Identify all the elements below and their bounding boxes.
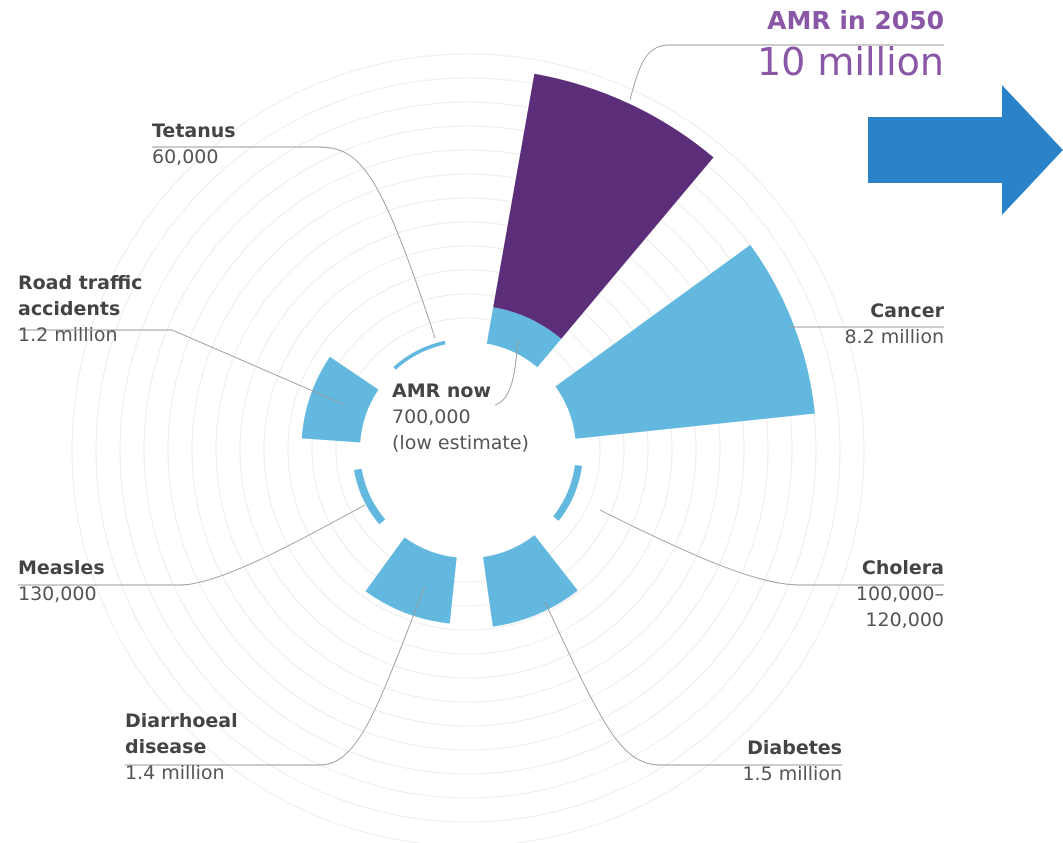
ring	[215, 197, 721, 703]
current-value: 700,000	[392, 406, 471, 428]
leader-line	[125, 585, 426, 766]
ring	[143, 125, 793, 775]
value-label: 8.2 million	[844, 326, 944, 348]
ring	[239, 221, 697, 679]
category-label: Diabetes 1.5 million	[642, 735, 842, 787]
category-name: Tetanus	[152, 120, 236, 142]
ring	[287, 269, 649, 631]
category-name: Road traffic accidents	[18, 272, 143, 320]
sector	[483, 535, 578, 627]
ring	[263, 245, 673, 655]
future-value: 10 million	[756, 40, 944, 84]
category-label: Cancer 8.2 million	[744, 298, 944, 350]
value-label: 1.4 million	[125, 762, 225, 784]
category-name: Cholera	[861, 557, 944, 579]
arrow	[868, 85, 1063, 215]
value-label: 60,000	[152, 146, 219, 168]
current-label: AMR now 700,000 (low estimate)	[392, 378, 562, 456]
sector	[553, 465, 583, 521]
value-label: 1.5 million	[742, 763, 842, 785]
rings	[71, 53, 865, 843]
sector	[493, 73, 714, 339]
ring	[335, 317, 601, 583]
leader-line	[152, 146, 436, 339]
category-label: Road traffic accidents 1.2 million	[18, 270, 178, 348]
category-name: Cancer	[870, 300, 944, 322]
category-label: Measles 130,000	[18, 555, 218, 607]
marks	[301, 73, 816, 627]
current-name: AMR now	[392, 380, 491, 402]
category-label: Cholera 100,000–120,000	[834, 555, 944, 633]
ring	[119, 101, 817, 799]
leader-line	[494, 339, 519, 406]
leader-line	[544, 601, 842, 766]
future-name: AMR in 2050	[767, 6, 944, 35]
leader-line	[629, 44, 944, 101]
category-label: Tetanus 60,000	[152, 118, 352, 170]
leader-line	[18, 504, 366, 586]
leader-lines	[18, 44, 944, 766]
future-label: AMR in 2050 10 million	[644, 4, 944, 86]
sector	[486, 307, 562, 368]
sector	[393, 340, 446, 370]
value-label: 130,000	[18, 583, 97, 605]
leader-line	[18, 329, 344, 405]
value-label: 100,000–120,000	[855, 583, 944, 631]
sector	[353, 468, 386, 525]
leader-line	[599, 509, 944, 586]
sector	[301, 356, 379, 443]
category-name: Diabetes	[747, 737, 842, 759]
category-name: Diarrhoeal disease	[125, 710, 238, 758]
sector	[555, 244, 816, 439]
ring	[311, 293, 625, 607]
ring	[191, 173, 745, 727]
category-name: Measles	[18, 557, 105, 579]
category-label: Diarrhoeal disease 1.4 million	[125, 708, 265, 786]
ring	[95, 77, 841, 823]
sector	[365, 537, 457, 624]
value-label: 1.2 million	[18, 324, 118, 346]
current-note: (low estimate)	[392, 432, 529, 454]
ring	[167, 149, 769, 751]
ring	[71, 53, 865, 843]
